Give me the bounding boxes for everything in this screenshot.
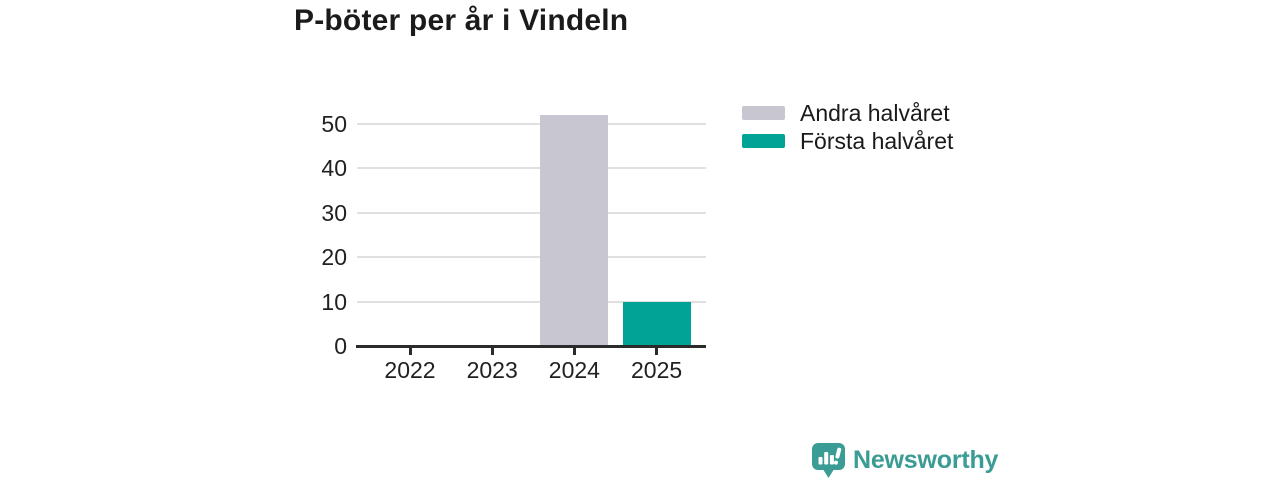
chart-title: P-böter per år i Vindeln (294, 4, 629, 37)
x-axis-tick-2025 (655, 348, 659, 355)
legend-item-andra-halvaret: Andra halvåret (742, 99, 953, 127)
y-axis-label-0: 0 (334, 333, 347, 359)
newsworthy-branding: Newsworthy (811, 442, 998, 479)
gridline-30 (357, 211, 706, 214)
legend: Andra halvåret Första halvåret (742, 99, 953, 155)
x-axis-label-2025: 2025 (631, 357, 683, 383)
x-axis-tick-2023 (490, 348, 494, 355)
x-axis-tick-2022 (408, 348, 412, 355)
legend-item-forsta-halvaret: Första halvåret (742, 127, 953, 155)
bar-2025-Första halvåret (622, 301, 691, 346)
y-axis-label-40: 40 (321, 155, 347, 182)
gridline-20 (357, 256, 706, 259)
x-axis-line (356, 345, 706, 348)
legend-label: Första halvåret (800, 127, 954, 154)
gridline-40 (357, 167, 706, 170)
newsworthy-logo-icon (812, 443, 845, 478)
y-axis-label-30: 30 (321, 199, 347, 226)
legend-label: Andra halvåret (800, 99, 950, 126)
brand-name: Newsworthy (853, 446, 999, 474)
bar-2024-Andra halvåret (540, 115, 609, 346)
y-axis-label-20: 20 (321, 244, 347, 271)
y-axis-label-10: 10 (321, 288, 347, 315)
gridline-10 (357, 300, 706, 303)
x-axis-label-2022: 2022 (384, 357, 436, 383)
gridline-50 (357, 123, 706, 125)
x-axis-tick-2024 (572, 348, 576, 355)
legend-swatch-forsta-halvaret (742, 134, 785, 148)
y-axis-label-50: 50 (321, 111, 347, 137)
legend-swatch-andra-halvaret (742, 106, 785, 120)
x-axis-label-2023: 2023 (466, 357, 518, 383)
x-axis-label-2024: 2024 (548, 357, 600, 383)
